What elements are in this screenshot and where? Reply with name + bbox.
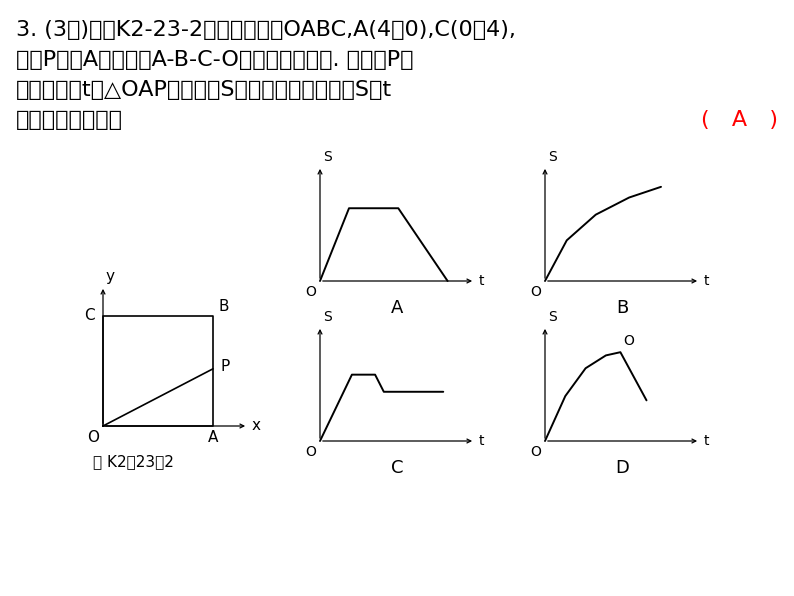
Text: 图 K2－23－2: 图 K2－23－2: [93, 454, 174, 469]
Text: C: C: [84, 309, 95, 324]
Text: O: O: [305, 285, 316, 299]
Text: ( A ): ( A ): [701, 110, 778, 130]
Text: S: S: [323, 310, 332, 324]
Text: O: O: [530, 285, 541, 299]
Text: C: C: [391, 459, 404, 477]
Text: O: O: [305, 445, 316, 459]
Text: y: y: [105, 269, 114, 284]
Text: t: t: [479, 274, 484, 288]
Text: S: S: [548, 310, 557, 324]
Text: 运动路程为t，△OAP的面积为S，则下列能大致反映S与t: 运动路程为t，△OAP的面积为S，则下列能大致反映S与t: [16, 80, 392, 100]
Text: B: B: [616, 299, 629, 317]
Text: t: t: [479, 434, 484, 448]
Text: 动点P从点A出发，沿A-B-C-O的路线匀速运动. 设动点P的: 动点P从点A出发，沿A-B-C-O的路线匀速运动. 设动点P的: [16, 50, 414, 70]
Text: A: A: [208, 430, 218, 445]
Text: A: A: [391, 299, 403, 317]
Text: S: S: [323, 150, 332, 164]
Text: O: O: [87, 430, 99, 445]
Text: x: x: [252, 418, 261, 433]
Text: t: t: [704, 434, 710, 448]
Text: B: B: [219, 299, 229, 314]
Text: 之间关系的图象是: 之间关系的图象是: [16, 110, 123, 130]
Text: S: S: [548, 150, 557, 164]
Text: 3. (3分)如图K2-23-2，已知正方形OABC,A(4，0),C(0，4),: 3. (3分)如图K2-23-2，已知正方形OABC,A(4，0),C(0，4)…: [16, 20, 516, 40]
Text: t: t: [704, 274, 710, 288]
Text: D: D: [615, 459, 630, 477]
Text: P: P: [221, 359, 230, 374]
Text: O: O: [530, 445, 541, 459]
Text: O: O: [623, 334, 634, 348]
